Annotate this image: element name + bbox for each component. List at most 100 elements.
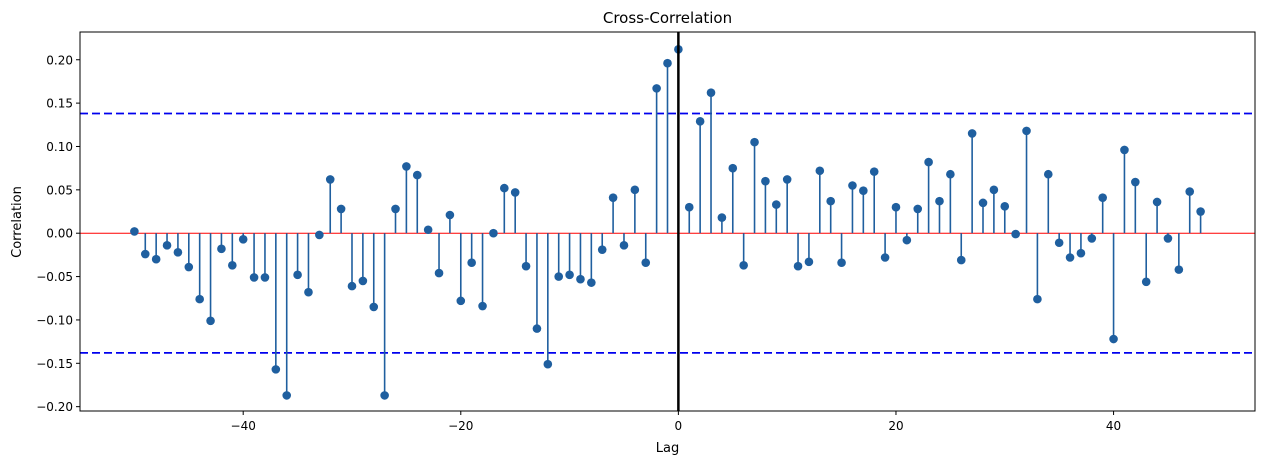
- stem-marker: [576, 274, 585, 284]
- stem-marker: [663, 58, 672, 68]
- stem-marker: [304, 287, 313, 297]
- stem-marker: [500, 183, 509, 193]
- y-axis-label: Correlation: [10, 186, 25, 258]
- stem-marker: [1033, 294, 1042, 304]
- stem-marker: [140, 249, 150, 259]
- stem-marker: [434, 268, 444, 278]
- stem-marker: [412, 170, 422, 180]
- stem-marker: [1141, 277, 1151, 287]
- stem-marker: [717, 213, 727, 222]
- stem-marker: [869, 167, 879, 176]
- stem-marker: [924, 157, 933, 167]
- stem-marker: [989, 185, 999, 195]
- stem-marker: [913, 204, 923, 214]
- stem-marker: [695, 117, 705, 126]
- y-tick-label: 0.15: [46, 97, 73, 111]
- stem-marker: [1000, 202, 1010, 211]
- x-tick-label: 20: [888, 419, 903, 433]
- stem-marker: [815, 166, 825, 176]
- stem-marker: [489, 228, 498, 238]
- stem-marker: [761, 176, 770, 186]
- stem-marker: [946, 169, 955, 179]
- y-tick-label: 0.05: [46, 183, 73, 197]
- stem-marker: [260, 273, 270, 282]
- stem-marker: [728, 163, 738, 173]
- stem-marker: [1163, 234, 1173, 243]
- stem-marker: [532, 324, 542, 333]
- x-axis-label: Lag: [656, 441, 679, 456]
- stem-marker: [336, 204, 346, 214]
- stem-marker: [282, 391, 292, 400]
- stem-marker: [228, 260, 237, 270]
- stem-marker: [1185, 187, 1195, 196]
- stem-marker: [151, 254, 161, 264]
- stem-marker: [1109, 334, 1118, 344]
- y-tick-label: −0.05: [36, 270, 73, 284]
- stem-marker: [293, 270, 302, 280]
- stem-marker: [652, 84, 661, 93]
- stem-marker: [793, 261, 803, 271]
- y-tick-label: 0.20: [46, 53, 73, 67]
- stem-marker: [358, 276, 368, 286]
- y-tick-label: 0.00: [46, 227, 73, 241]
- stem-marker: [848, 181, 857, 190]
- stem-marker: [1011, 229, 1020, 239]
- stem-marker: [1022, 126, 1031, 136]
- stem-marker: [521, 261, 531, 271]
- stem-marker: [206, 316, 215, 326]
- stem-marker: [478, 301, 487, 311]
- stem-marker: [771, 200, 781, 209]
- stem-marker: [1152, 197, 1162, 207]
- stem-marker: [130, 227, 139, 236]
- stem-marker: [902, 235, 912, 245]
- stem-marker: [597, 245, 607, 254]
- stem-marker: [684, 202, 694, 212]
- stem-marker: [782, 175, 792, 184]
- plot-area: [80, 32, 1255, 411]
- stem-marker: [315, 230, 324, 240]
- stem-marker: [1098, 193, 1107, 202]
- stem-marker: [587, 278, 596, 287]
- stem-marker: [445, 210, 455, 220]
- stem-marker: [423, 225, 433, 235]
- x-tick-label: 0: [675, 419, 683, 433]
- stem-marker: [739, 260, 748, 270]
- stem-marker: [173, 247, 183, 257]
- stem-marker: [391, 204, 400, 214]
- stem-marker: [510, 188, 520, 197]
- plot-frame: [79, 31, 1256, 412]
- stem-marker: [217, 244, 226, 254]
- stem-marker: [630, 185, 640, 195]
- stem-marker: [554, 272, 564, 281]
- stem-marker: [456, 296, 466, 306]
- stem-marker: [162, 241, 172, 250]
- stem-marker: [543, 359, 553, 369]
- x-tick-label: 40: [1106, 419, 1121, 433]
- stem-marker: [1054, 238, 1064, 248]
- stem-marker: [706, 88, 716, 98]
- stem-marker: [978, 198, 988, 208]
- stem-marker: [380, 391, 389, 400]
- stem-marker: [1087, 234, 1097, 243]
- stem-marker: [1043, 169, 1053, 179]
- stem-marker: [1196, 207, 1205, 216]
- stem-marker: [565, 270, 574, 280]
- stem-marker: [956, 255, 966, 265]
- stem-marker: [967, 129, 977, 138]
- stem-marker: [325, 175, 335, 184]
- y-tick-label: −0.10: [36, 313, 73, 327]
- stem-marker: [1120, 145, 1129, 155]
- stem-marker: [804, 257, 814, 267]
- x-tick-label: −20: [448, 419, 473, 433]
- y-tick-label: 0.10: [46, 140, 73, 154]
- stem-marker: [1131, 177, 1140, 187]
- stem-marker: [195, 294, 204, 304]
- stem-marker: [369, 302, 379, 312]
- stem-marker: [271, 365, 281, 374]
- stem-marker: [249, 273, 259, 282]
- stem-marker: [891, 202, 901, 212]
- stem-marker: [238, 234, 248, 244]
- stem-marker: [859, 186, 868, 196]
- stem-marker: [402, 162, 411, 171]
- stem-marker: [467, 258, 476, 267]
